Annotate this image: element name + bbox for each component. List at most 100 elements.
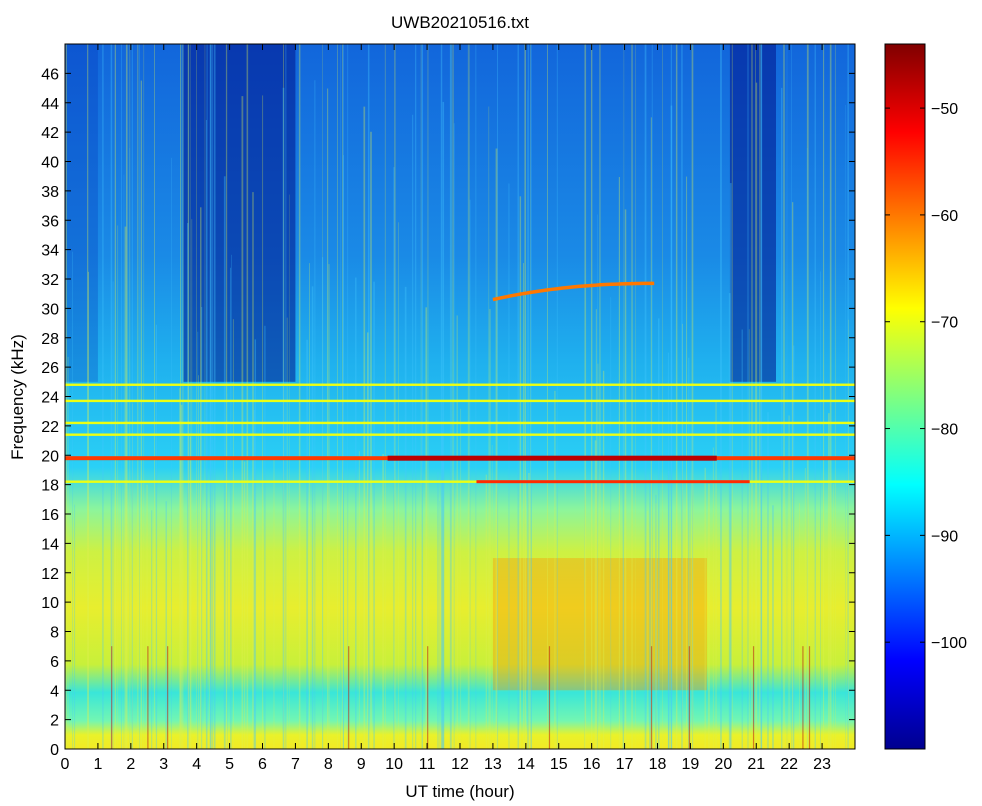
noise-streak [806,44,809,749]
noise-streak [212,44,214,749]
noise-streak [440,44,443,749]
noise-streak [131,44,133,749]
noise-streak [179,388,181,749]
noise-streak [556,44,558,749]
x-tick-label: 22 [780,756,798,773]
noise-streak [599,44,601,749]
noise-streak [412,114,414,749]
noise-streak [781,87,783,749]
noise-streak [833,483,834,749]
noise-streak [755,44,756,749]
impulse-streak [548,646,551,749]
noise-streak [820,271,821,749]
noise-streak [188,44,189,749]
noise-streak [828,413,830,749]
noise-streak [322,257,324,749]
noise-streak [651,44,653,749]
y-axis: 0246810121416182022242628303234363840424… [41,66,855,759]
noise-streak [102,44,104,749]
noise-streak [527,44,529,749]
noise-streak [264,325,266,749]
noise-streak [747,44,749,749]
y-tick-label: 46 [41,66,59,83]
noise-streak [201,306,203,749]
noise-streak [286,317,288,749]
narrowband-line [65,421,855,425]
noise-streak [728,293,731,749]
noise-streak [441,431,443,749]
noise-streak [519,196,522,749]
noise-streak [143,44,145,749]
noise-streak [355,277,357,749]
noise-streak [189,436,191,749]
plot-area [65,44,855,749]
noise-streak [595,309,597,749]
noise-streak [87,271,89,749]
curved-emission [492,281,655,302]
noise-streak [650,117,652,749]
noise-streak [170,157,172,749]
impulse-streak [427,646,429,749]
x-tick-label: 13 [484,756,502,773]
noise-streak [314,80,316,749]
intense-region [492,558,707,691]
noise-streak [358,451,360,749]
chart-title: UWB20210516.txt [391,13,529,32]
colorbar-tick-label: −70 [931,315,958,332]
noise-streak [200,207,202,749]
noise-streak [328,264,330,749]
noise-streak [791,44,792,749]
noise-streak [692,427,694,749]
noise-streak [112,281,114,749]
noise-streak [594,440,597,749]
noise-streak [452,44,454,749]
x-tick-label: 1 [93,756,102,773]
noise-streak [475,44,477,749]
x-tick-label: 11 [419,756,436,773]
noise-streak [252,192,254,749]
noise-streak [394,44,396,749]
colorbar-tick-label: −50 [931,101,958,118]
x-tick-label: 16 [583,756,601,773]
noise-streak [311,286,314,749]
noise-streak [197,331,199,749]
noise-streak [415,44,417,749]
noise-streak [686,176,688,749]
impulse-streak [802,646,804,749]
noise-streak [649,473,651,749]
colorbar-tick-label: −80 [931,422,958,439]
noise-streak [180,404,183,749]
impulse-streak [348,646,350,749]
noise-streak [165,501,167,749]
impulse-streak [688,646,690,749]
noise-streak [146,484,148,749]
noise-streak [420,44,422,749]
noise-streak [210,44,212,749]
noise-streak [704,467,706,749]
noise-streak [788,415,790,749]
noise-streak [342,44,344,749]
noise-streak [442,101,445,749]
noise-streak [337,44,338,749]
noise-streak [213,44,216,749]
noise-streak [767,412,769,749]
noise-streak [437,472,439,749]
noise-streak [114,44,117,749]
x-tick-label: 5 [225,756,234,773]
noise-streak [848,319,849,749]
noise-streak [231,254,232,749]
noise-streak [121,44,122,749]
y-tick-label: 14 [41,536,59,553]
noise-streak [342,44,344,749]
x-tick-label: 7 [291,756,300,773]
noise-streak [425,307,428,749]
colorbar-tick-label: −60 [931,208,958,225]
noise-streak [110,44,113,749]
noise-streak [508,183,510,749]
x-tick-label: 6 [258,756,267,773]
noise-streak [772,505,774,749]
noise-streak [760,44,763,749]
x-tick-label: 8 [324,756,333,773]
colorbar-gradient [884,43,926,750]
y-tick-label: 38 [41,184,59,201]
